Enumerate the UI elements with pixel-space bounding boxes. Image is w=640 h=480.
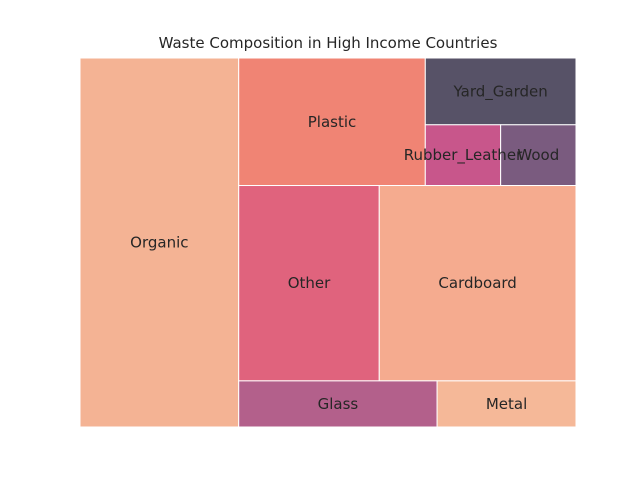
tile-wood: [500, 124, 577, 187]
tile-glass: [238, 380, 438, 428]
tile-cardboard: [378, 185, 577, 382]
tile-other: [238, 185, 380, 382]
tile-label-glass: Glass: [318, 395, 359, 413]
tile-label-other: Other: [288, 274, 331, 292]
tile-yard-garden: [424, 57, 577, 126]
tile-label-yard-garden: Yard_Garden: [453, 82, 548, 101]
tile-label-rubber-leather: Rubber_Leather: [404, 146, 523, 165]
tile-label-wood: Wood: [517, 146, 559, 164]
chart-title: Waste Composition in High Income Countri…: [158, 34, 498, 52]
tile-label-plastic: Plastic: [308, 113, 357, 131]
tile-label-cardboard: Cardboard: [438, 274, 516, 292]
tile-label-metal: Metal: [486, 395, 527, 413]
tile-metal: [436, 380, 577, 428]
tile-label-organic: Organic: [130, 234, 188, 252]
